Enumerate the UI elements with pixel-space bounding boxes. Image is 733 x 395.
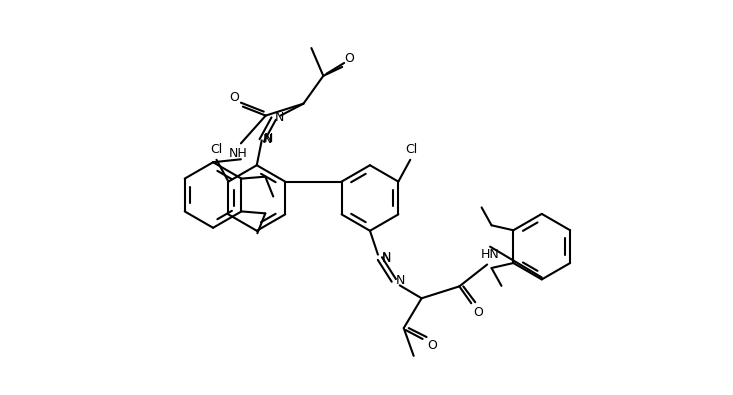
Text: N: N bbox=[263, 133, 273, 146]
Text: NH: NH bbox=[229, 147, 247, 160]
Text: O: O bbox=[427, 339, 438, 352]
Text: N: N bbox=[396, 274, 405, 287]
Text: O: O bbox=[229, 91, 239, 104]
Text: O: O bbox=[474, 306, 483, 319]
Text: N: N bbox=[264, 132, 273, 145]
Text: N: N bbox=[382, 252, 391, 265]
Text: N: N bbox=[382, 251, 391, 264]
Text: HN: HN bbox=[481, 248, 499, 261]
Text: Cl: Cl bbox=[210, 143, 223, 156]
Text: O: O bbox=[345, 53, 354, 66]
Text: N: N bbox=[275, 111, 284, 124]
Text: Cl: Cl bbox=[405, 143, 417, 156]
